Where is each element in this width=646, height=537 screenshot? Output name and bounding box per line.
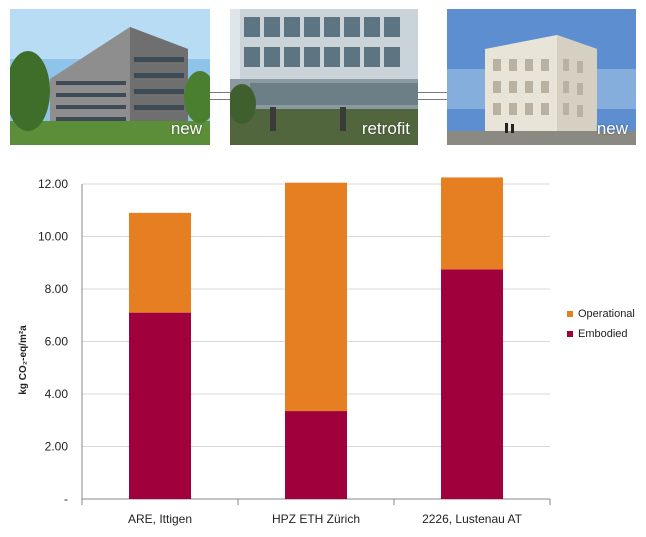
legend: Operational Embodied [567,308,635,340]
y-axis-label: kg CO₂-eq/m²a [18,325,29,395]
x-tick-label: HPZ ETH Zürich [272,512,360,526]
x-tick-label: 2226, Lustenau AT [422,512,523,526]
photo-label-new: new [170,119,202,138]
bar-embodied [129,312,191,499]
y-tick-label: 8.00 [45,282,69,296]
y-tick-label: 4.00 [45,387,69,401]
bars [129,177,503,499]
photo-connector [210,99,230,100]
photo-connector [418,92,447,93]
x-tick-label: ARE, Ittigen [128,512,192,526]
y-tick-label: 10.00 [38,230,68,244]
y-tick-label: 12.00 [38,177,68,191]
y-tick-label: - [64,492,68,506]
photo-hpz-eth: retrofit [230,9,418,145]
bar-operational [129,212,191,313]
x-tick-labels: ARE, Ittigen HPZ ETH Zürich 2226, Lustenau… [128,512,523,526]
photo-are-ittigen: new [10,9,210,145]
photo-label-retrofit: retrofit [361,119,410,138]
photo-connector [418,99,447,100]
bar-operational [441,177,503,270]
legend-label-operational: Operational [578,308,635,320]
photo-2226-lustenau: new [447,9,636,145]
y-tick-labels: - 2.00 4.00 6.00 8.00 10.00 12.00 [38,177,68,506]
bar-embodied [441,269,503,499]
bar-embodied [285,411,347,499]
legend-label-embodied: Embodied [578,328,628,340]
y-tick-label: 2.00 [45,440,69,454]
stacked-bar-chart: - 2.00 4.00 6.00 8.00 10.00 12.00 ARE, Ittigen… [18,177,635,526]
legend-swatch-operational [567,311,573,317]
photo-label-new: new [596,119,628,138]
photo-connector [210,92,230,93]
legend-swatch-embodied [567,331,573,337]
y-tick-label: 6.00 [45,335,69,349]
bar-operational [285,182,347,412]
